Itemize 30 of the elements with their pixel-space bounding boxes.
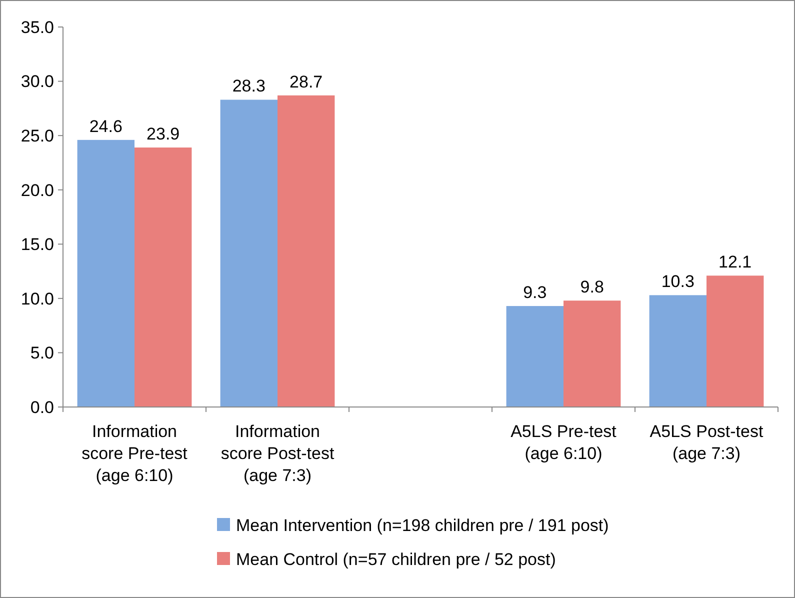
legend-label: Mean Intervention (n=198 children pre / 191 post) — [236, 516, 609, 535]
bar — [278, 95, 335, 407]
y-tick-label: 15.0 — [20, 235, 54, 254]
data-label: 24.6 — [89, 116, 122, 136]
y-tick-label: 10.0 — [20, 289, 54, 308]
y-tick-label: 0.0 — [30, 398, 54, 417]
y-tick-label: 5.0 — [30, 344, 54, 363]
y-tick-label: 35.0 — [20, 18, 54, 37]
data-label: 12.1 — [718, 252, 752, 272]
bar — [77, 140, 134, 407]
bar — [506, 306, 564, 407]
x-tick-label: Information score Post-test (age 7:3) — [220, 422, 334, 485]
legend-label: Mean Control (n=57 children pre / 52 post) — [236, 550, 556, 569]
bar — [706, 276, 764, 407]
data-label: 23.9 — [146, 124, 180, 144]
x-tick-label: Information score Pre-test (age 6:10) — [82, 422, 188, 485]
data-label: 10.3 — [661, 272, 694, 292]
y-tick-label: 25.0 — [20, 126, 54, 146]
x-tick-label: A5LS Post-test (age 7:3) — [650, 422, 764, 463]
bar — [220, 100, 278, 407]
bar — [649, 295, 706, 407]
data-label: 28.7 — [290, 72, 323, 92]
x-tick-label: A5LS Pre-test (age 6:10) — [510, 422, 617, 463]
y-tick-label: 20.0 — [20, 180, 54, 200]
data-label: 28.3 — [232, 76, 266, 96]
bar — [564, 300, 621, 407]
data-label: 9.3 — [523, 283, 547, 302]
data-label: 9.8 — [580, 278, 604, 297]
y-tick-label: 30.0 — [20, 72, 54, 92]
bar — [134, 148, 192, 407]
